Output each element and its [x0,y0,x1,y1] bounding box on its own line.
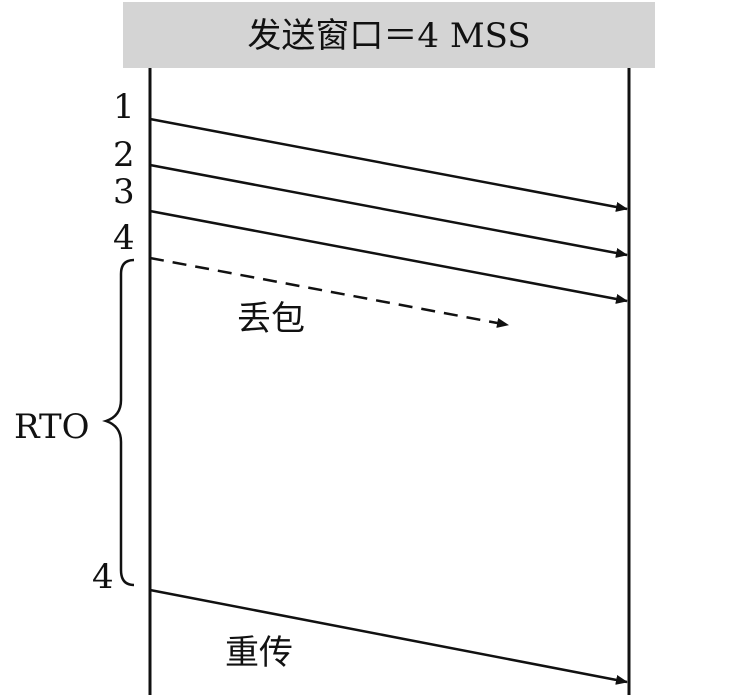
window-size-header [123,2,655,68]
retransmit-arrow [149,588,628,685]
segment-arrow-2 [149,163,628,258]
window-size-title: 发送窗口＝4 MSS [247,16,530,56]
rto-label: RTO [14,407,90,447]
segment-label-2: 2 [113,135,135,175]
segment-label-3: 3 [113,172,135,212]
segment-label-4: 4 [113,218,135,258]
retransmit-segment-label: 4 [92,557,114,597]
segment-arrow-3 [149,209,628,304]
retransmit-label: 重传 [225,633,293,673]
segment-arrow-1 [149,117,628,212]
lost-label: 丢包 [237,299,305,339]
lost-segment-arrow [149,256,509,328]
rto-brace [102,258,135,587]
segment-label-1: 1 [113,87,135,127]
